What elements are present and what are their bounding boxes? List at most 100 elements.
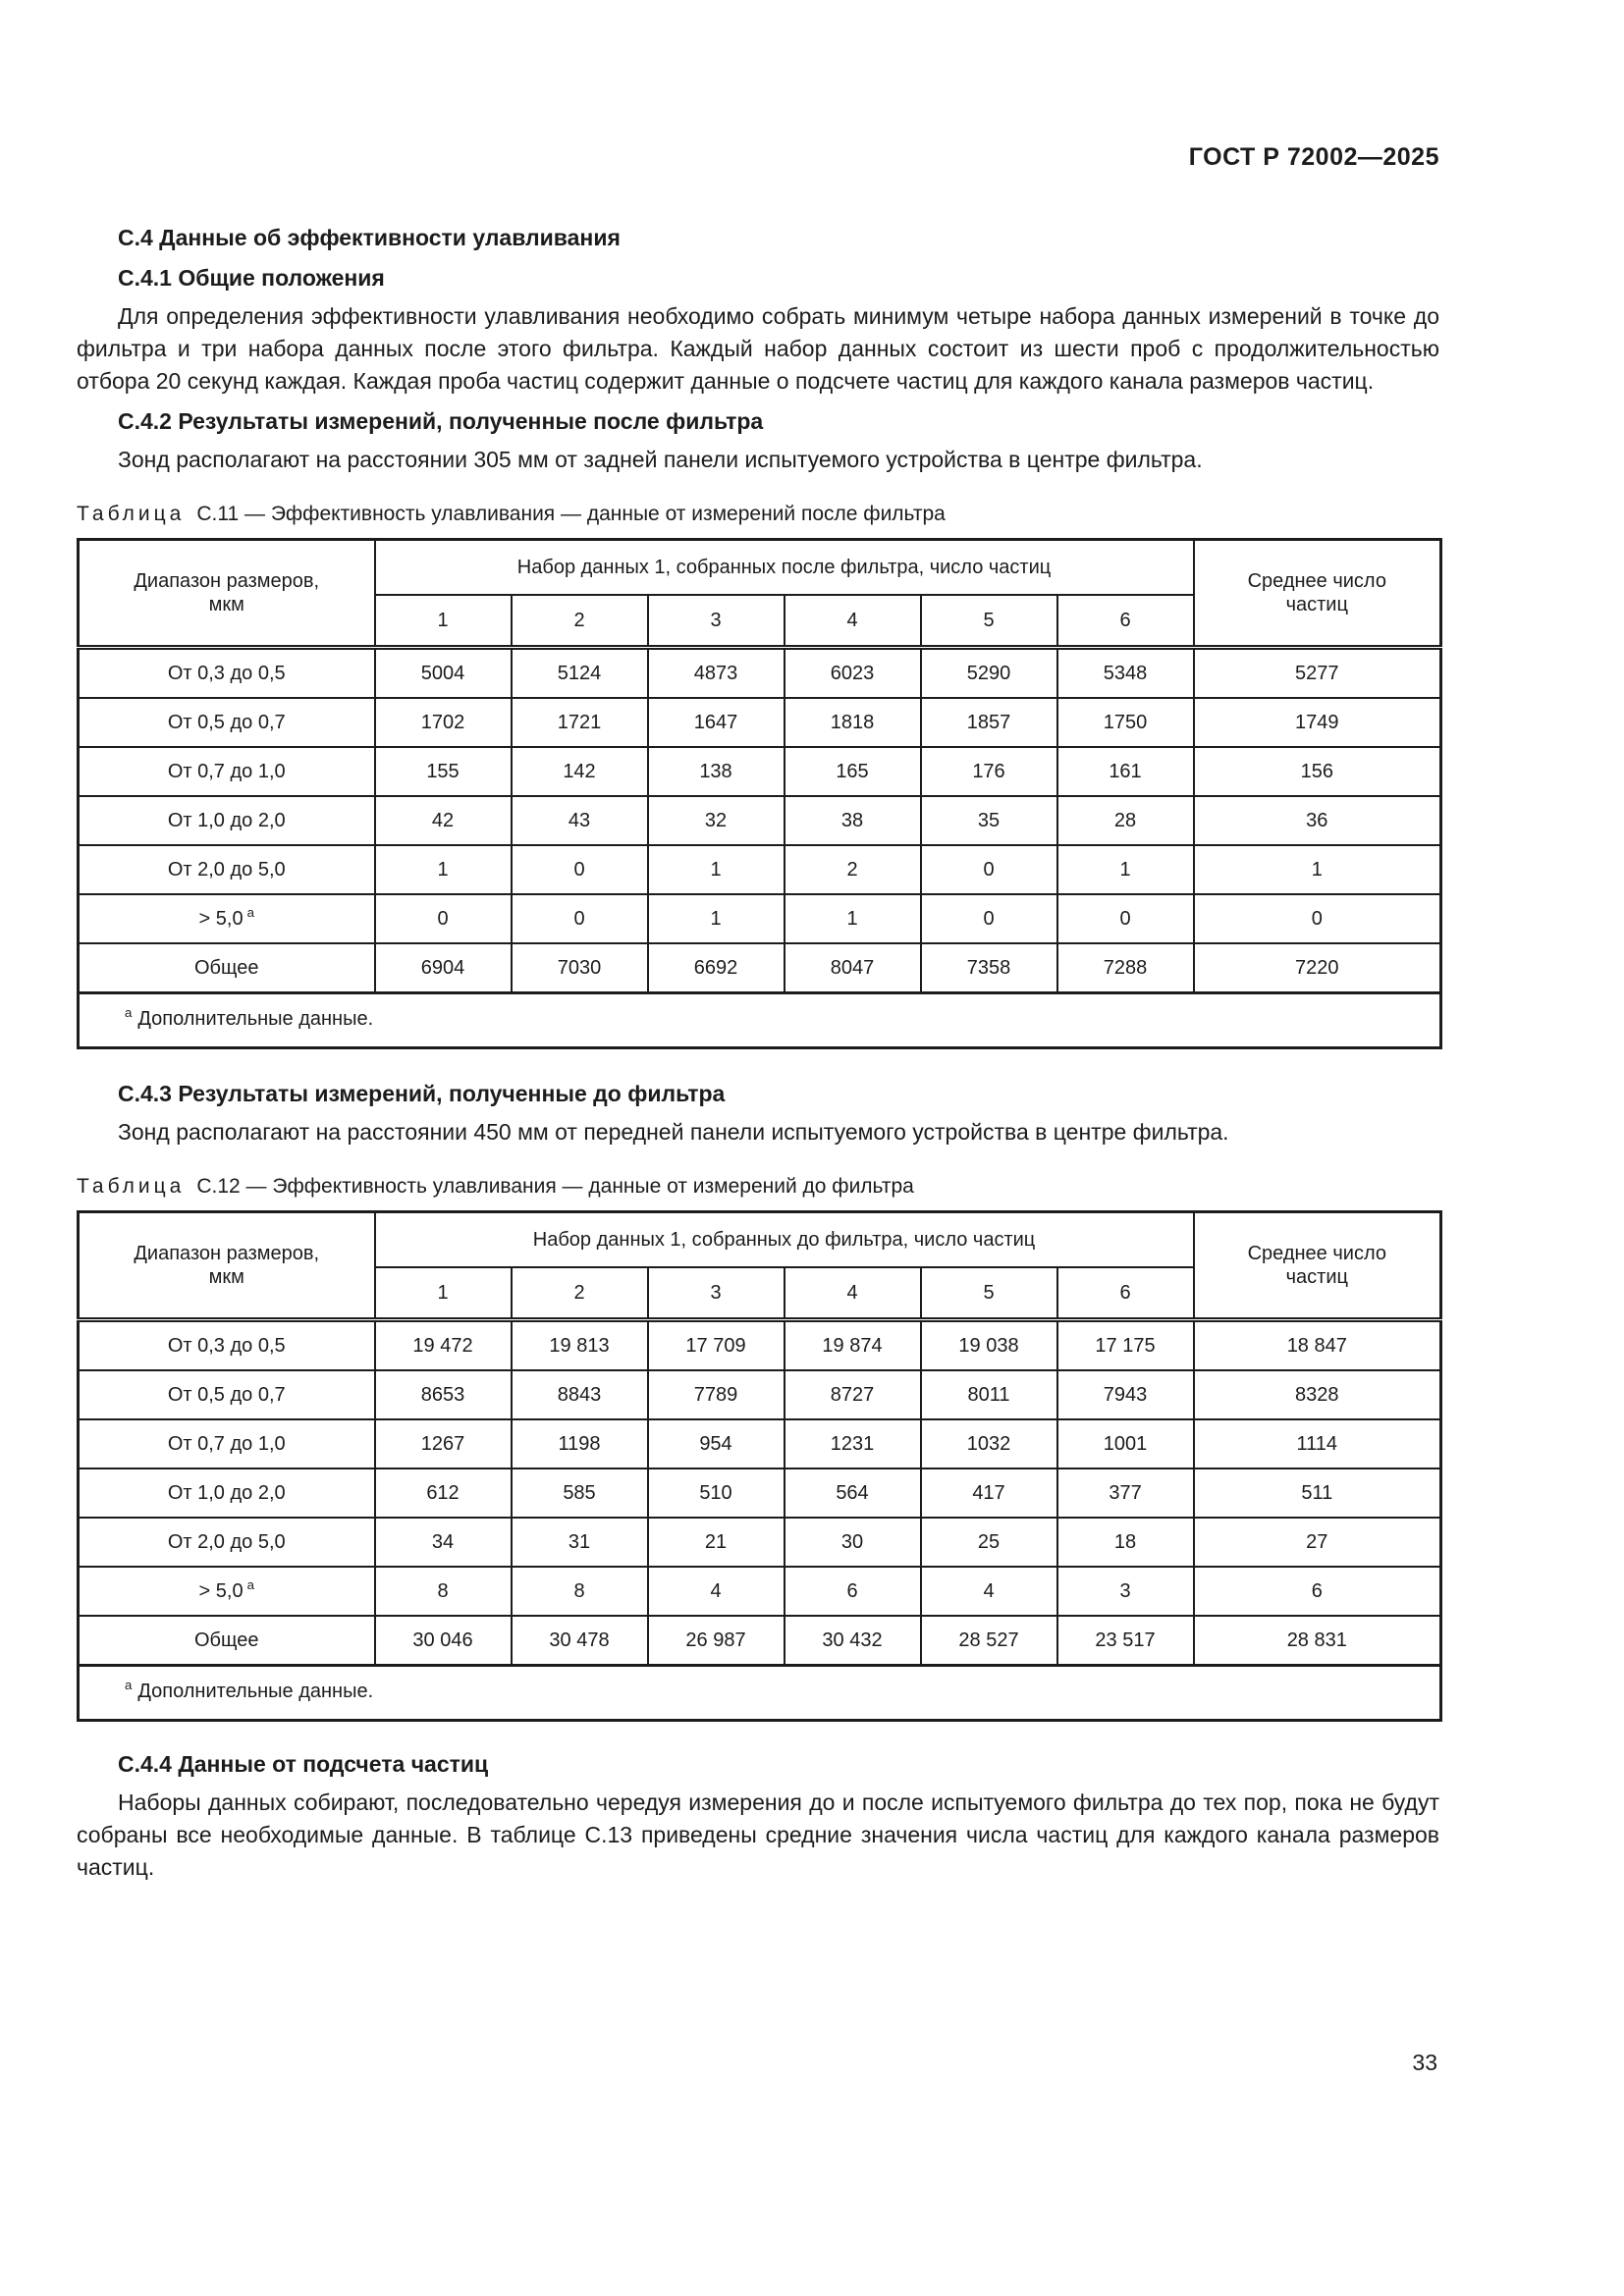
table-footnote-row: а Дополнительные данные. [77, 991, 1442, 1049]
count-cell: 7943 [1056, 1369, 1195, 1420]
table-row: От 0,3 до 0,5 5004 5124 4873 6023 5290 5348 527… [77, 646, 1442, 699]
table-row: От 1,0 до 2,0 612 585 510 564 417 377 511 [77, 1468, 1442, 1519]
count-cell: 7358 [919, 942, 1058, 994]
table-c12: Диапазон размеров, мкм Набор данных 1, с… [77, 1210, 1443, 1722]
count-cell: 0 [919, 844, 1058, 895]
count-cell: 161 [1056, 746, 1195, 797]
count-cell: 1198 [510, 1418, 649, 1469]
size-range-label: От 2,0 до 5,0 [167, 858, 286, 881]
table-row: От 0,3 до 0,5 19 472 19 813 17 709 19 874 19 … [77, 1318, 1442, 1371]
count-cell: 5290 [919, 646, 1058, 699]
table-header-row: Диапазон размеров, мкм Набор данных 1, с… [77, 1210, 1442, 1322]
average-count-cell: 36 [1192, 795, 1442, 846]
size-range-label: От 0,7 до 1,0 [167, 760, 286, 782]
column-header-sample-5: 5 [919, 594, 1058, 650]
column-header-size-range: Диапазон размеров, мкм [77, 538, 376, 650]
paragraph-c4-4: Наборы данных собирают, последовательно … [77, 1789, 1439, 1880]
column-header-sample-6: 6 [1056, 594, 1195, 650]
count-cell: 1647 [646, 697, 785, 748]
average-count-cell: 1 [1192, 844, 1442, 895]
table-row: От 0,5 до 0,7 8653 8843 7789 8727 8011 7943 832… [77, 1369, 1442, 1420]
table-subheader-row: 1 2 3 4 5 6 [79, 1266, 1441, 1322]
count-cell: 377 [1056, 1468, 1195, 1519]
average-count-cell: 6 [1192, 1566, 1442, 1617]
average-count-cell: 511 [1192, 1468, 1442, 1519]
count-cell: 1 [373, 844, 513, 895]
count-cell: 0 [919, 893, 1058, 944]
count-cell: 2 [783, 844, 922, 895]
table-caption-text: С.12 — Эффективность улавливания — данны… [196, 1175, 914, 1198]
average-count-cell: 28 831 [1192, 1615, 1442, 1667]
count-cell: 32 [646, 795, 785, 846]
count-cell: 28 527 [919, 1615, 1058, 1667]
count-cell: 4873 [646, 646, 785, 699]
column-header-sample-4: 4 [783, 1266, 922, 1322]
count-cell: 585 [510, 1468, 649, 1519]
count-cell: 17 709 [646, 1318, 785, 1371]
count-cell: 4 [919, 1566, 1058, 1617]
size-range-cell: От 0,7 до 1,0 [77, 1418, 376, 1469]
column-header-average-label: Среднее число частиц [1247, 570, 1386, 615]
column-header-sample-6: 6 [1056, 1266, 1195, 1322]
count-cell: 35 [919, 795, 1058, 846]
size-range-cell: Общее [77, 942, 376, 994]
column-header-size-range-label: Диапазон размеров, мкм [134, 1243, 320, 1288]
size-range-label: Общее [194, 956, 259, 979]
size-range-label: От 1,0 до 2,0 [167, 1481, 286, 1504]
count-cell: 954 [646, 1418, 785, 1469]
average-count-cell: 0 [1192, 893, 1442, 944]
table-c12-caption: Таблица С.12 — Эффективность улавливания … [77, 1175, 1439, 1199]
section-heading-c4: С.4 Данные об эффективности улавливания [118, 225, 621, 250]
section-heading-c4-1: С.4.1 Общие положения [118, 265, 385, 291]
count-cell: 155 [373, 746, 513, 797]
count-cell: 1001 [1056, 1418, 1195, 1469]
size-range-cell: От 2,0 до 5,0 [77, 844, 376, 895]
count-cell: 30 [783, 1517, 922, 1568]
table-row: От 0,5 до 0,7 1702 1721 1647 1818 1857 1750 174… [77, 697, 1442, 748]
count-cell: 417 [919, 1468, 1058, 1519]
count-cell: 42 [373, 795, 513, 846]
count-cell: 1 [646, 893, 785, 944]
count-cell: 1267 [373, 1418, 513, 1469]
count-cell: 612 [373, 1468, 513, 1519]
column-header-sample-1: 1 [373, 594, 513, 650]
count-cell: 18 [1056, 1517, 1195, 1568]
page-content: ГОСТ Р 72002—2025 С.4 Данные об эффектив… [77, 0, 1443, 1884]
footnote-marker: а [125, 1005, 133, 1021]
count-cell: 6 [783, 1566, 922, 1617]
count-cell: 7789 [646, 1369, 785, 1420]
size-range-label: От 2,0 до 5,0 [167, 1530, 286, 1553]
count-cell: 23 517 [1056, 1615, 1195, 1667]
average-count-cell: 1114 [1192, 1418, 1442, 1469]
table-row: От 1,0 до 2,0 42 43 32 38 35 28 36 [77, 795, 1442, 846]
count-cell: 38 [783, 795, 922, 846]
count-cell: 30 046 [373, 1615, 513, 1667]
column-header-sample-2: 2 [510, 1266, 649, 1322]
column-header-sample-1: 1 [373, 1266, 513, 1322]
count-cell: 0 [510, 893, 649, 944]
count-cell: 564 [783, 1468, 922, 1519]
column-header-size-range: Диапазон размеров, мкм [77, 1210, 376, 1322]
count-cell: 21 [646, 1517, 785, 1568]
size-range-cell: От 0,3 до 0,5 [77, 646, 376, 699]
count-cell: 1 [646, 844, 785, 895]
count-cell: 1231 [783, 1418, 922, 1469]
footnote-marker: а [246, 904, 254, 920]
count-cell: 0 [510, 844, 649, 895]
count-cell: 6692 [646, 942, 785, 994]
count-cell: 19 472 [373, 1318, 513, 1371]
count-cell: 19 813 [510, 1318, 649, 1371]
column-header-sample-5: 5 [919, 1266, 1058, 1322]
count-cell: 8653 [373, 1369, 513, 1420]
average-count-cell: 27 [1192, 1517, 1442, 1568]
count-cell: 1032 [919, 1418, 1058, 1469]
count-cell: 1857 [919, 697, 1058, 748]
count-cell: 31 [510, 1517, 649, 1568]
count-cell: 19 874 [783, 1318, 922, 1371]
count-cell: 8843 [510, 1369, 649, 1420]
table-row: От 2,0 до 5,0 1 0 1 2 0 1 1 [77, 844, 1442, 895]
table-row: Общее 30 046 30 478 26 987 30 432 28 527 23 51… [77, 1615, 1442, 1667]
count-cell: 1721 [510, 697, 649, 748]
footnote-text: Дополнительные данные. [137, 1008, 374, 1030]
